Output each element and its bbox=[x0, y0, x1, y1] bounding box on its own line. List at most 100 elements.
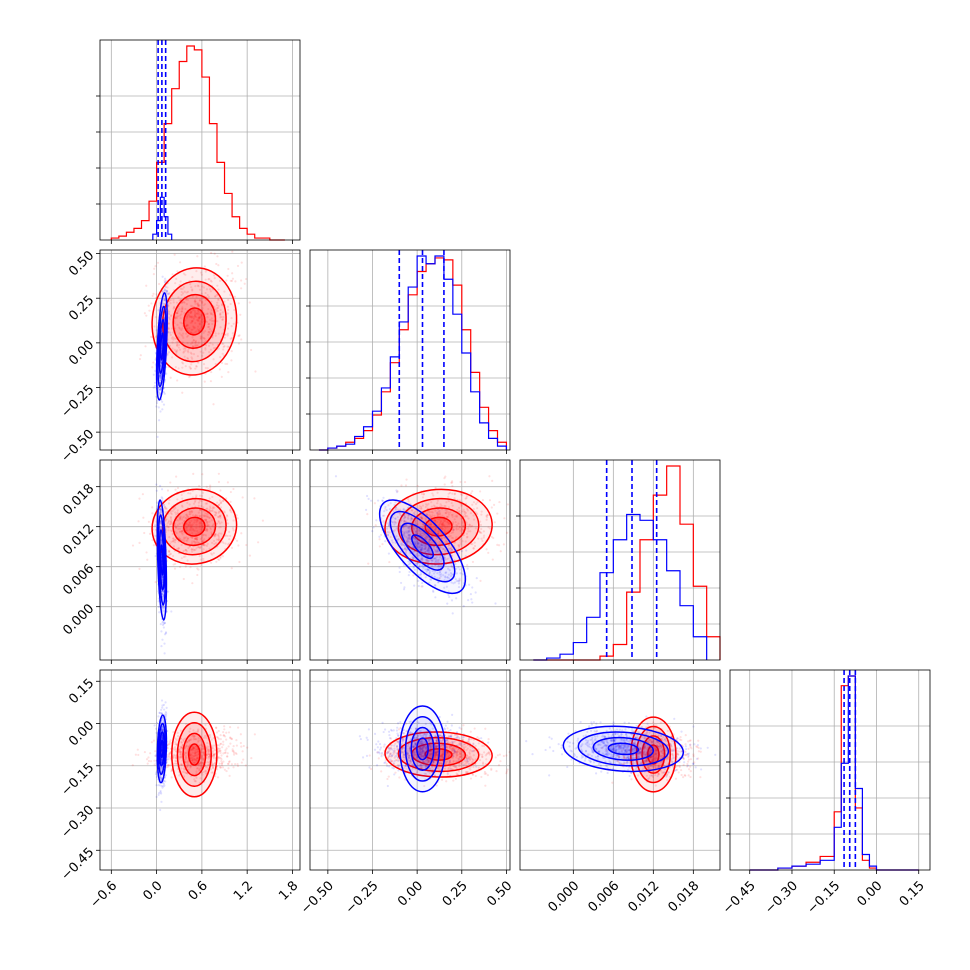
scatter-point bbox=[179, 565, 182, 569]
joint-panel-4-1: −0.6 0.0 0.6 1.2 1.8−0.45−0.30−0.150.000.15 bbox=[59, 669, 302, 911]
scatter-point bbox=[136, 748, 139, 751]
scatter-point bbox=[164, 289, 167, 292]
scatter-point bbox=[385, 509, 388, 512]
scatter-point bbox=[192, 729, 195, 732]
scatter-point bbox=[197, 318, 200, 321]
scatter-point bbox=[188, 510, 191, 514]
scatter-point bbox=[176, 349, 179, 352]
scatter-point bbox=[435, 549, 439, 552]
scatter-point bbox=[191, 757, 195, 760]
scatter-point bbox=[215, 731, 219, 734]
scatter-point bbox=[147, 756, 150, 759]
scatter-point bbox=[468, 523, 471, 526]
scatter-point bbox=[167, 312, 171, 316]
scatter-point bbox=[211, 763, 214, 766]
scatter-point bbox=[459, 537, 462, 541]
scatter-point bbox=[239, 313, 242, 316]
scatter-point bbox=[237, 334, 240, 338]
scatter-point bbox=[207, 278, 210, 281]
scatter-point bbox=[427, 547, 430, 550]
scatter-point bbox=[186, 537, 190, 540]
scatter-point bbox=[190, 754, 193, 757]
scatter-point bbox=[165, 510, 168, 513]
scatter-point bbox=[191, 582, 194, 585]
scatter-point bbox=[419, 530, 422, 533]
scatter-point bbox=[213, 533, 217, 536]
scatter-point bbox=[405, 524, 408, 527]
scatter-point bbox=[198, 299, 201, 302]
scatter-point bbox=[444, 541, 447, 544]
scatter-point bbox=[176, 486, 180, 490]
scatter-point bbox=[241, 496, 244, 499]
scatter-point bbox=[217, 472, 220, 475]
scatter-point bbox=[226, 274, 229, 277]
scatter-point bbox=[444, 475, 447, 478]
scatter-point bbox=[197, 739, 200, 742]
scatter-point bbox=[214, 533, 217, 536]
scatter-point bbox=[438, 522, 442, 525]
scatter-point bbox=[223, 725, 226, 728]
scatter-point bbox=[416, 484, 419, 488]
scatter-point bbox=[439, 570, 442, 574]
scatter-point bbox=[436, 502, 439, 505]
scatter-point bbox=[449, 534, 452, 538]
scatter-point bbox=[211, 749, 215, 753]
scatter-point bbox=[431, 492, 434, 495]
scatter-point bbox=[429, 523, 433, 527]
scatter-point bbox=[414, 520, 417, 524]
scatter-point bbox=[466, 515, 469, 518]
scatter-point bbox=[217, 747, 220, 750]
scatter-point bbox=[387, 522, 390, 525]
scatter-point bbox=[186, 335, 189, 338]
scatter-point bbox=[381, 499, 384, 502]
scatter-point bbox=[435, 551, 439, 554]
scatter-point bbox=[452, 528, 455, 531]
contour-series_a bbox=[172, 507, 217, 547]
scatter-point bbox=[179, 729, 183, 732]
scatter-point bbox=[161, 576, 164, 579]
scatter-point bbox=[427, 502, 430, 506]
scatter-point bbox=[138, 541, 141, 544]
scatter-point bbox=[184, 746, 187, 749]
scatter-point bbox=[174, 511, 177, 514]
scatter-point bbox=[488, 499, 492, 502]
scatter-point bbox=[398, 566, 401, 569]
scatter-point bbox=[185, 303, 188, 306]
scatter-point bbox=[190, 511, 193, 514]
scatter-point bbox=[181, 287, 184, 291]
scatter-point bbox=[163, 299, 166, 302]
scatter-point bbox=[188, 315, 191, 318]
scatter-point bbox=[414, 562, 417, 565]
scatter-point bbox=[460, 494, 463, 497]
scatter-point bbox=[159, 511, 162, 514]
scatter-point bbox=[217, 536, 221, 539]
scatter-point bbox=[458, 526, 461, 529]
scatter-point bbox=[161, 638, 164, 641]
scatter-point bbox=[230, 737, 233, 741]
scatter-point bbox=[177, 296, 180, 299]
scatter-point bbox=[137, 753, 140, 757]
scatter-point bbox=[190, 328, 193, 331]
scatter-point bbox=[407, 563, 410, 566]
scatter-point bbox=[179, 517, 182, 520]
scatter-point bbox=[443, 529, 446, 532]
scatter-point bbox=[406, 540, 409, 543]
scatter-point bbox=[151, 294, 154, 298]
scatter-point bbox=[203, 753, 206, 756]
scatter-series_a bbox=[131, 472, 265, 585]
scatter-point bbox=[199, 494, 202, 497]
panel-frame bbox=[99, 459, 301, 661]
scatter-point bbox=[429, 522, 432, 525]
scatter-point bbox=[166, 526, 170, 529]
scatter-point bbox=[161, 590, 164, 593]
scatter-point bbox=[206, 367, 209, 370]
scatter-point bbox=[216, 533, 220, 536]
scatter-point bbox=[169, 520, 173, 523]
contour-series_b bbox=[159, 332, 164, 361]
scatter-point bbox=[219, 313, 222, 316]
scatter-point bbox=[171, 510, 174, 513]
scatter-point bbox=[186, 762, 189, 765]
scatter-point bbox=[181, 521, 184, 525]
scatter-point bbox=[427, 554, 430, 558]
scatter-point bbox=[178, 522, 181, 525]
